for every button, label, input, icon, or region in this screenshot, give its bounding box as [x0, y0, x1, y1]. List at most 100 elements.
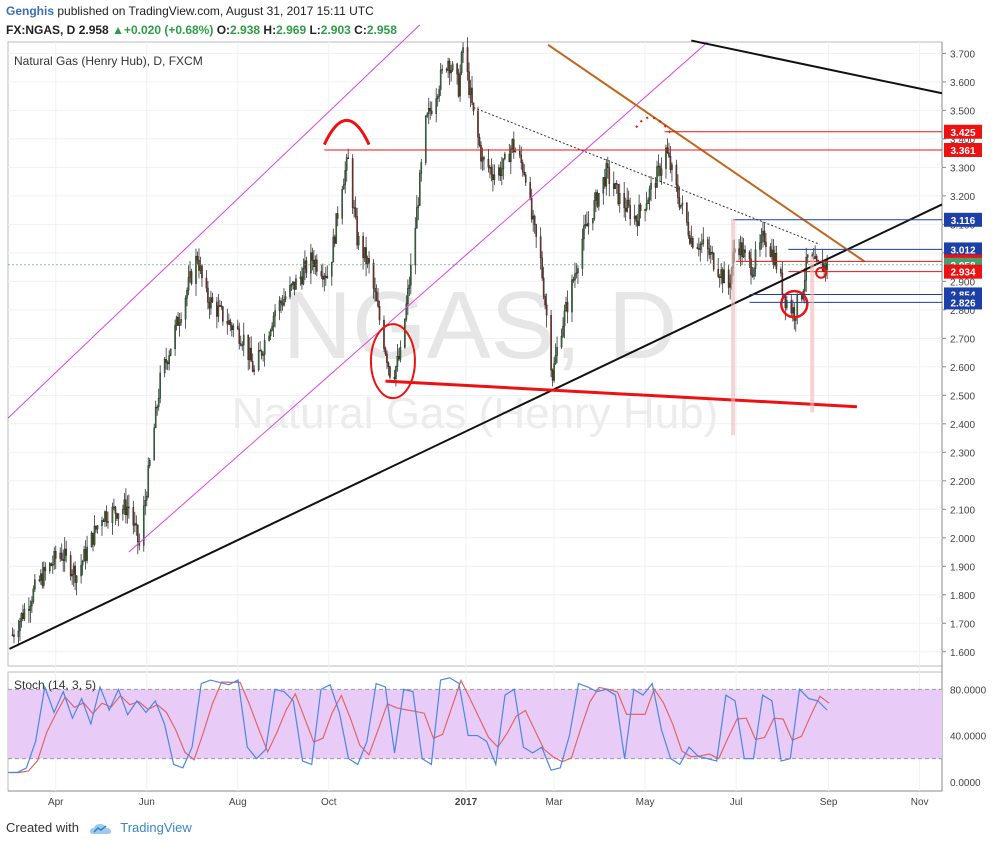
y-tick-label: 3.200	[950, 192, 975, 203]
candle	[302, 268, 305, 285]
candle	[529, 182, 532, 199]
candle	[647, 199, 649, 205]
candle	[330, 261, 333, 277]
candle	[231, 324, 233, 330]
close-label: C:	[354, 23, 367, 37]
candle	[180, 319, 182, 323]
candle	[542, 277, 545, 297]
candle	[602, 177, 605, 194]
candle	[166, 362, 169, 365]
candle	[301, 276, 303, 285]
candle	[457, 73, 460, 97]
candle	[420, 162, 423, 174]
candle	[325, 275, 327, 278]
candle	[460, 52, 463, 73]
candle	[128, 506, 130, 509]
candle	[116, 513, 118, 519]
candle	[477, 110, 479, 138]
candle	[75, 575, 78, 583]
candle	[750, 258, 752, 276]
candle	[201, 265, 203, 279]
candle	[226, 321, 229, 325]
candle	[469, 87, 472, 95]
candle	[447, 60, 449, 71]
candle	[137, 524, 139, 543]
candle	[368, 258, 370, 264]
candle	[530, 197, 533, 220]
stoch-k-line	[8, 677, 828, 774]
candle	[268, 335, 270, 341]
candle	[236, 325, 239, 330]
candle	[28, 609, 30, 611]
candle	[780, 268, 782, 274]
candle	[690, 237, 693, 244]
candle	[208, 302, 211, 309]
candle	[501, 168, 503, 177]
candle	[718, 276, 721, 278]
x-tick-label: Jun	[139, 797, 155, 808]
candle	[220, 305, 223, 307]
candle	[153, 427, 156, 461]
y-tick-label: 3.400	[950, 135, 975, 146]
candle	[222, 306, 224, 322]
candle	[712, 253, 715, 270]
candle	[605, 163, 608, 187]
stoch-band	[8, 689, 942, 759]
candle	[720, 269, 722, 278]
candle	[186, 290, 188, 299]
candle	[606, 163, 609, 168]
candle	[593, 200, 596, 219]
candle	[38, 579, 41, 581]
candle	[144, 500, 147, 507]
candle	[84, 549, 87, 561]
y-tick-label: 2.300	[950, 448, 975, 459]
author-name[interactable]: Genghis	[6, 4, 55, 18]
candle	[310, 252, 312, 274]
candle	[668, 152, 670, 157]
candle	[86, 546, 88, 561]
candle	[22, 613, 24, 620]
candle	[50, 563, 53, 566]
candle	[132, 507, 135, 526]
candle	[489, 167, 491, 169]
candle	[617, 184, 620, 204]
y-tick-label: 1.600	[950, 648, 975, 659]
candle	[680, 204, 682, 208]
candle	[366, 258, 369, 264]
candle	[54, 551, 57, 559]
candle	[260, 350, 263, 356]
candle	[520, 154, 523, 163]
candle	[560, 336, 563, 348]
candle	[393, 377, 396, 379]
resistance-trendline	[547, 44, 865, 263]
candle	[335, 213, 338, 244]
candle	[163, 359, 166, 374]
candle	[572, 279, 575, 281]
candle	[250, 347, 252, 362]
stoch-d-line	[10, 678, 830, 774]
candle	[336, 213, 339, 219]
x-tick-label: Apr	[48, 797, 64, 808]
tradingview-brand[interactable]: TradingView	[120, 820, 192, 835]
candle	[772, 249, 775, 266]
candle	[189, 271, 191, 278]
price-badge	[944, 142, 982, 157]
candle	[354, 207, 357, 217]
candle	[148, 459, 151, 466]
candle	[727, 269, 730, 288]
candle	[510, 148, 512, 163]
candle	[729, 283, 731, 288]
watermark-name: Natural Gas (Henry Hub)	[232, 389, 719, 438]
candle	[11, 634, 14, 636]
candle	[790, 300, 793, 314]
candle	[145, 496, 148, 501]
candle	[135, 523, 138, 526]
candle	[399, 347, 402, 360]
candle	[627, 199, 630, 206]
close-value: 2.958	[366, 23, 397, 37]
candle	[59, 552, 62, 559]
x-tick-label: Nov	[911, 797, 929, 808]
candle	[81, 561, 84, 566]
candle	[207, 287, 209, 303]
